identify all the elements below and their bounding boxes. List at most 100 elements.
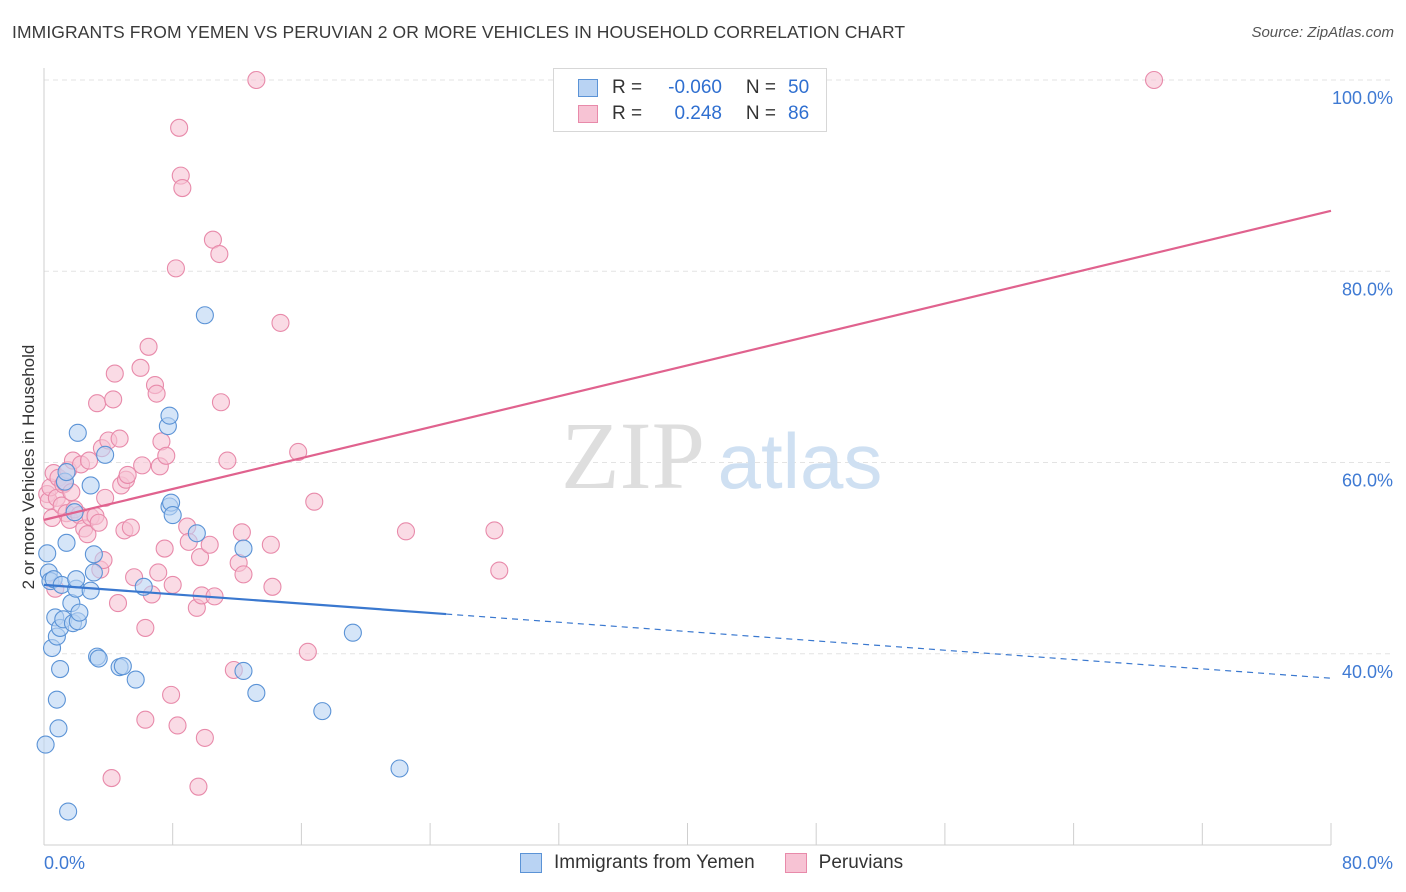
- peruvian-point: [189, 777, 208, 796]
- y-tick-label: 60.0%: [1342, 471, 1393, 491]
- peruvian-point: [139, 337, 158, 356]
- yemen-point: [195, 306, 214, 325]
- yemen-point: [59, 802, 78, 821]
- yemen-point: [68, 423, 87, 442]
- yemen-point: [113, 657, 132, 676]
- yemen-point: [163, 506, 182, 525]
- peruvian-point: [261, 535, 280, 554]
- series-swatch-yemen: [520, 853, 542, 873]
- watermark-atlas: atlas: [718, 417, 883, 505]
- series-label-peruvians: Peruvians: [818, 852, 904, 873]
- peruvian-point: [133, 456, 152, 475]
- peruvian-trend-line: [43, 209, 1332, 521]
- yemen-point: [57, 533, 76, 552]
- peruvian-point: [136, 618, 155, 637]
- yemen-point: [51, 659, 70, 679]
- peruvian-point: [118, 465, 137, 484]
- watermark-zip: ZIP: [561, 402, 705, 509]
- yemen-point: [234, 661, 253, 681]
- yemen-point: [343, 623, 362, 642]
- peruvian-point: [485, 521, 504, 540]
- peruvian-point: [155, 539, 174, 558]
- peruvian-point: [166, 259, 185, 278]
- peruvian-point: [79, 451, 99, 470]
- peruvian-point: [104, 390, 123, 409]
- y-tick-label: 80.0%: [1342, 279, 1393, 299]
- peruvian-point: [218, 451, 237, 470]
- yemen-point: [126, 670, 145, 689]
- legend-r-label: R =: [612, 77, 643, 98]
- peruvian-point: [232, 523, 251, 542]
- series-legend-yemen[interactable]: Immigrants from Yemen: [520, 852, 755, 874]
- yemen-point: [234, 539, 253, 558]
- yemen-point: [390, 759, 409, 778]
- legend-n-value: 86: [788, 103, 810, 124]
- peruvian-point: [298, 642, 317, 661]
- yemen-point: [96, 445, 115, 464]
- series-label-yemen: Immigrants from Yemen: [554, 852, 755, 873]
- peruvian-point: [305, 492, 324, 511]
- peruvian-point: [163, 575, 182, 594]
- peruvian-point: [190, 548, 210, 567]
- peruvian-point: [136, 710, 155, 729]
- peruvian-point: [210, 244, 229, 264]
- peruvian-point: [157, 446, 176, 465]
- peruvian-point: [200, 535, 219, 554]
- legend-swatch-yemen: [578, 79, 598, 97]
- peruvian-point: [121, 518, 140, 537]
- y-axis-label: 2 or more Vehicles in Household: [19, 345, 38, 590]
- peruvian-point: [396, 522, 416, 541]
- yemen-point: [84, 545, 103, 564]
- peruvian-point: [170, 118, 189, 137]
- yemen-point: [67, 570, 86, 589]
- peruvian-point: [149, 563, 168, 582]
- correlation-legend: R = -0.060 N = 50 R = 0.248 N = 86: [553, 68, 827, 132]
- peruvian-point: [110, 429, 129, 448]
- yemen-point: [49, 719, 68, 738]
- legend-swatch-peruvians: [578, 105, 598, 123]
- yemen-point: [187, 524, 206, 543]
- x-tick-label: 80.0%: [1342, 853, 1393, 873]
- x-tick-label: 0.0%: [44, 853, 85, 873]
- legend-n-value: 50: [788, 77, 810, 98]
- yemen-point: [57, 463, 76, 482]
- yemen-trend-line: [43, 583, 447, 616]
- yemen-trend-extension: [446, 613, 1332, 679]
- legend-row-peruvians: R = 0.248 N = 86: [578, 102, 809, 126]
- data-points: [36, 70, 1164, 821]
- y-tick-label: 100.0%: [1332, 88, 1393, 108]
- peruvian-point: [211, 393, 231, 412]
- yemen-point: [38, 544, 57, 563]
- yemen-point: [313, 702, 332, 721]
- y-tick-label: 40.0%: [1342, 662, 1393, 682]
- series-legend: Immigrants from Yemen Peruvians: [520, 852, 933, 874]
- yemen-point: [84, 563, 103, 582]
- legend-n-label: N =: [745, 77, 776, 98]
- axes: [43, 68, 1332, 846]
- peruvian-point: [490, 561, 509, 580]
- peruvian-point: [131, 358, 150, 377]
- legend-n-label: N =: [745, 103, 776, 124]
- yemen-point: [81, 476, 100, 495]
- peruvian-point: [78, 525, 97, 544]
- peruvian-point: [147, 384, 166, 403]
- peruvian-point: [88, 394, 107, 413]
- yemen-point: [81, 581, 100, 600]
- legend-row-yemen: R = -0.060 N = 50: [578, 76, 809, 100]
- legend-r-value: 0.248: [674, 103, 722, 124]
- series-swatch-peruvians: [784, 853, 807, 873]
- peruvian-point: [289, 442, 308, 462]
- yemen-point: [89, 649, 108, 668]
- yemen-point: [70, 603, 89, 622]
- tick-labels: 40.0% 60.0% 80.0% 100.0% 0.0% 80.0%: [44, 88, 1393, 873]
- peruvian-point: [234, 565, 253, 584]
- peruvian-point: [247, 70, 266, 90]
- chart-title: IMMIGRANTS FROM YEMEN VS PERUVIAN 2 OR M…: [12, 22, 906, 42]
- legend-r-value: -0.060: [668, 77, 722, 98]
- peruvian-point: [1144, 70, 1164, 90]
- peruvian-point: [168, 716, 187, 735]
- source-label: Source: ZipAtlas.com: [1251, 24, 1394, 41]
- peruvian-point: [105, 364, 124, 383]
- series-legend-peruvians[interactable]: Peruvians: [784, 852, 904, 874]
